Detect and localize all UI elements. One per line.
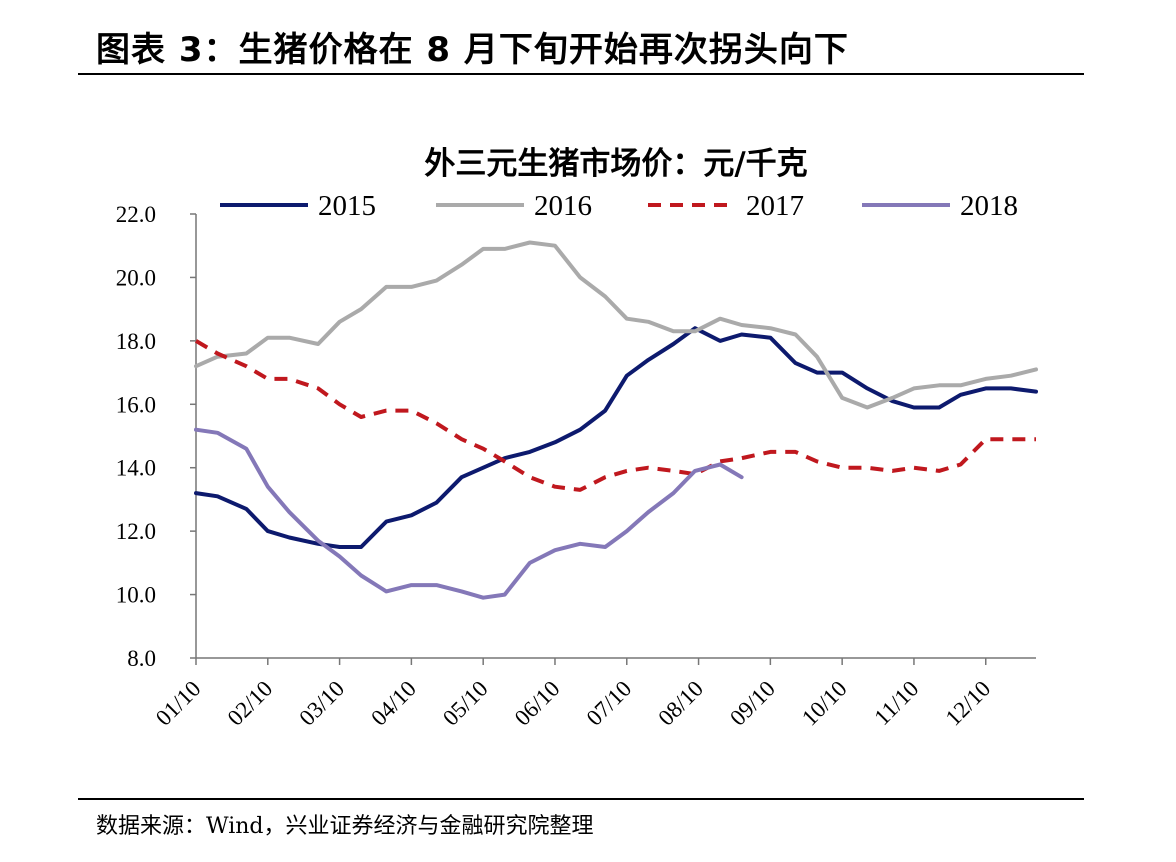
series-line-2017 [196,341,1036,490]
series-line-2016 [196,243,1036,408]
y-tick-label: 10.0 [116,583,156,608]
x-tick-label: 04/10 [366,676,421,731]
x-tick-label: 11/10 [869,676,923,730]
y-tick-label: 22.0 [116,202,156,227]
y-tick-label: 16.0 [116,392,156,417]
x-tick-label: 07/10 [582,676,637,731]
y-tick-label: 8.0 [127,646,156,671]
bottom-rule [78,798,1084,800]
y-tick-label: 14.0 [116,456,156,481]
x-tick-label: 03/10 [294,676,349,731]
chart-title: 外三元生猪市场价：元/千克 [424,146,807,182]
x-tick-label: 05/10 [438,676,493,731]
x-tick-label: 09/10 [725,676,780,731]
legend-label-2017: 2017 [746,190,804,222]
legend-label-2018: 2018 [960,190,1018,222]
legend-label-2015: 2015 [318,190,376,222]
x-tick-label: 12/10 [941,676,996,731]
series-line-2018 [196,430,742,598]
y-tick-label: 20.0 [116,265,156,290]
y-tick-label: 18.0 [116,329,156,354]
x-tick-label: 01/10 [151,676,206,731]
x-tick-label: 08/10 [653,676,708,731]
line-chart: 外三元生猪市场价：元/千克 8.0 10.0 12.0 14.0 16.0 18.0 20.0… [0,0,1176,800]
x-tick-label: 06/10 [510,676,565,731]
y-tick-label: 12.0 [116,519,156,544]
x-tick-label: 02/10 [223,676,278,731]
source-note: 数据来源：Wind，兴业证券经济与金融研究院整理 [96,808,594,840]
series-line-2015 [196,328,1036,547]
legend-label-2016: 2016 [534,190,592,222]
x-tick-label: 10/10 [797,676,852,731]
